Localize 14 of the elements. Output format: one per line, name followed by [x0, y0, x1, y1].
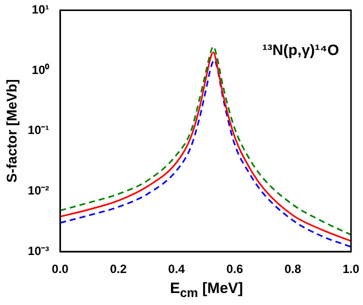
- y-tick-label: 10⁻³: [28, 244, 50, 258]
- x-tick-label: 0.8: [284, 262, 302, 276]
- x-tick-label: 0.0: [52, 262, 69, 276]
- x-tick-label: 0.6: [226, 262, 244, 276]
- y-tick-label: 10⁻²: [28, 184, 50, 198]
- annotation: ¹³N(p,γ)¹⁴O: [262, 42, 340, 60]
- y-axis-title: S-factor [MeVb]: [3, 79, 20, 183]
- x-axis-title: E$_{cm}$ [MeV]: [168, 280, 244, 300]
- y-tick-label: 10⁰: [32, 62, 50, 77]
- x-tick-label: 0.4: [168, 262, 186, 276]
- y-tick-label: 10¹: [32, 2, 50, 17]
- x-tick-label: 0.2: [110, 262, 127, 276]
- y-tick-label: 10⁻¹: [28, 123, 50, 138]
- x-tick-label: 1.0: [342, 262, 360, 276]
